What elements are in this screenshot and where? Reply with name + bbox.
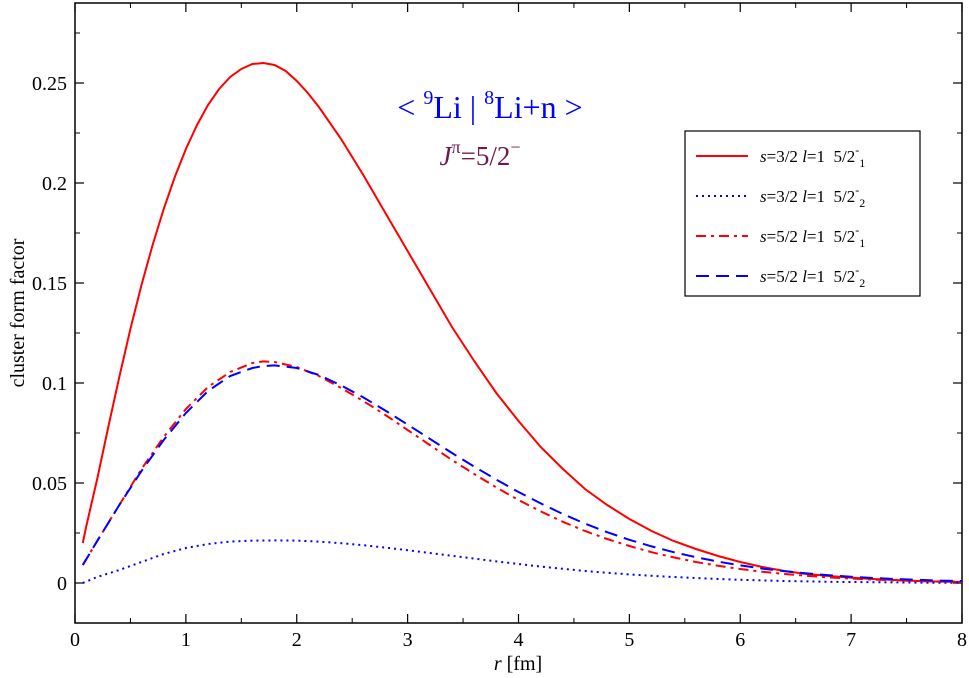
- legend-entry-2: s=3/2 l=1 5/2-2: [696, 183, 865, 210]
- legend-label: s=3/2 l=1 5/2-2: [760, 183, 865, 210]
- legend: s=3/2 l=1 5/2-1 s=3/2 l=1 5/2-2 s=5/2 l=1 …: [684, 130, 921, 297]
- x-tick-label: 7: [846, 629, 856, 651]
- y-tick-label: 0: [57, 573, 67, 595]
- x-tick-label: 4: [514, 629, 524, 651]
- axis-ticks: 0 1 2 3 4 5 6 7 8 0 0.05 0.1 0.15 0.2 0.25: [32, 3, 967, 651]
- y-tick-label: 0.2: [42, 173, 67, 195]
- x-tick-label: 3: [403, 629, 413, 651]
- legend-label: s=5/2 l=1 5/2-1: [760, 223, 865, 250]
- legend-entry-4: s=5/2 l=1 5/2-2: [696, 263, 865, 290]
- legend-label: s=3/2 l=1 5/2-1: [760, 143, 865, 170]
- annotation-line1: < 9Li | 8Li+n >: [397, 87, 582, 125]
- x-tick-label: 2: [292, 629, 302, 651]
- y-tick-label: 0.05: [32, 473, 67, 495]
- annotation: < 9Li | 8Li+n > Jπ=5/2−: [397, 87, 582, 171]
- x-tick-label: 5: [624, 629, 634, 651]
- series-1-line: [81, 61, 963, 583]
- x-tick-label: 1: [181, 629, 191, 651]
- y-axis-title: cluster form factor: [7, 238, 29, 387]
- annotation-line2: Jπ=5/2−: [440, 137, 521, 171]
- series-2-line: [82, 539, 962, 584]
- series-4-line: [81, 364, 963, 582]
- legend-box: [684, 130, 921, 297]
- x-tick-label: 8: [957, 629, 967, 651]
- series-layer: [81, 61, 963, 584]
- x-tick-label: 0: [70, 629, 80, 651]
- y-tick-label: 0.15: [32, 273, 67, 295]
- series-3-line: [81, 360, 963, 583]
- y-tick-label: 0.1: [42, 373, 67, 395]
- x-axis-title: r [fm]: [494, 653, 542, 675]
- legend-entry-3: s=5/2 l=1 5/2-1: [696, 223, 865, 250]
- legend-label: s=5/2 l=1 5/2-2: [760, 263, 865, 290]
- legend-entry-1: s=3/2 l=1 5/2-1: [696, 143, 865, 170]
- x-tick-label: 6: [735, 629, 745, 651]
- y-tick-label: 0.25: [32, 73, 67, 95]
